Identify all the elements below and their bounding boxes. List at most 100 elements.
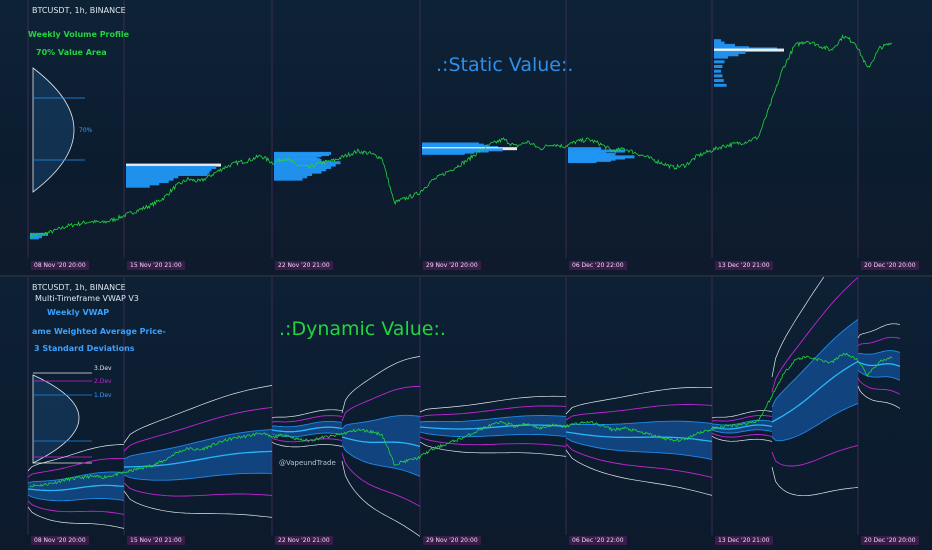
volume-profile-bar xyxy=(126,165,217,169)
dev3-lower-line xyxy=(341,460,421,537)
vwap-line xyxy=(419,424,567,430)
indicator-name: Multi-Timeframe VWAP V3 xyxy=(35,294,139,303)
volume-profile-bar xyxy=(274,154,322,158)
symbol-label: BTCUSDT, 1h, BINANCE xyxy=(32,6,126,15)
volume-profile-bar xyxy=(126,182,160,186)
volume-profile-bar xyxy=(274,161,341,165)
dev1-upper-line xyxy=(857,350,901,355)
dev2-upper-line xyxy=(341,385,421,422)
vwap-line xyxy=(271,426,343,433)
dev1-upper-line xyxy=(565,420,713,427)
symbol-label: BTCUSDT, 1h, BINANCE xyxy=(32,283,126,292)
distribution-curve xyxy=(32,374,80,464)
time-axis-label: 06 Dec '20 22:00 xyxy=(569,536,627,545)
dev2-lower-line xyxy=(123,482,273,497)
vwap-title: Weekly VWAP xyxy=(47,308,110,317)
volume-profile-bar xyxy=(714,39,721,43)
volume-profile-bar xyxy=(714,83,727,87)
volume-profile-bar xyxy=(714,79,724,83)
dev1-upper-line xyxy=(27,471,125,484)
volume-profile-bar xyxy=(714,69,721,73)
volume-profile-bar xyxy=(714,50,746,54)
dev3-upper-line xyxy=(857,323,901,339)
dev1-upper-line xyxy=(341,414,421,430)
dev3-lower-line xyxy=(711,435,773,442)
volume-profile-bar xyxy=(126,177,174,181)
dev3-upper-line xyxy=(341,356,421,414)
time-axis-label: 08 Nov '20 20:00 xyxy=(31,536,89,545)
vwap-line xyxy=(27,484,125,492)
dev1-band xyxy=(858,350,900,381)
price-line xyxy=(29,352,893,488)
volume-profile-bar xyxy=(714,55,728,59)
dev2-upper-line xyxy=(857,336,901,347)
dev1-band xyxy=(124,429,272,481)
dev3-label: 3.Dev xyxy=(94,365,112,372)
dev1-upper-line xyxy=(272,420,343,428)
dev3-lower-line xyxy=(771,466,859,497)
dev2-upper-line xyxy=(565,404,713,421)
dev2-lower-line xyxy=(771,444,859,467)
volume-profile-bar xyxy=(714,48,784,52)
dev3-upper-line xyxy=(771,277,825,378)
dev3-upper-line xyxy=(271,409,343,419)
dev2-lower-line xyxy=(419,436,567,447)
volume-profile-bar xyxy=(714,65,723,68)
dev2-lower-line xyxy=(565,443,713,478)
volume-profile-bar xyxy=(126,184,150,188)
time-axis-label: 06 Dec '20 22:00 xyxy=(569,261,627,270)
dev2-upper-line xyxy=(123,406,273,452)
dev1-band xyxy=(420,415,566,437)
volume-profile-bar xyxy=(274,175,308,179)
vwap-line xyxy=(857,361,901,368)
volume-profile-bar xyxy=(30,236,39,240)
volume-profile-bar xyxy=(126,168,212,172)
time-axis-label: 20 Dec '20 20:00 xyxy=(861,261,919,270)
dynamic-chart-canvas[interactable] xyxy=(0,277,932,550)
dynamic-chart-panel[interactable]: BTCUSDT, 1h, BINANCE Multi-Timeframe VWA… xyxy=(0,277,932,550)
indicator-subtitle: 70% Value Area xyxy=(36,48,107,57)
dev2-lower-line xyxy=(27,500,125,515)
volume-profile-bar xyxy=(126,175,179,179)
vwap-line xyxy=(711,424,773,430)
price-line xyxy=(29,34,893,238)
volume-profile-bar xyxy=(274,165,331,169)
dev1-band xyxy=(272,421,342,437)
panel-separator[interactable] xyxy=(0,275,932,277)
vwap-subtitle: ame Weighted Average Price- xyxy=(32,327,166,336)
dynamic-value-heading: .:Dynamic Value:. xyxy=(279,318,446,340)
volume-profile-bar xyxy=(714,41,725,45)
value-area-label: 70% xyxy=(79,127,93,134)
dev1-band xyxy=(342,415,420,477)
time-axis-label: 29 Nov '20 20:00 xyxy=(423,261,481,270)
volume-profile-bar xyxy=(714,74,723,78)
volume-profile-bar xyxy=(422,151,465,155)
indicator-title: Weekly Volume Profile xyxy=(28,30,130,39)
volume-profile-bar xyxy=(274,170,322,174)
dev1-upper-line xyxy=(123,428,273,460)
dev1-band xyxy=(28,472,124,501)
time-axis-label: 13 Dec '20 21:00 xyxy=(715,536,773,545)
dev1-lower-line xyxy=(341,444,421,477)
time-axis-label: 15 Nov '20 21:00 xyxy=(127,261,185,270)
dev1-lower-line xyxy=(771,402,859,442)
dev1-band xyxy=(772,319,858,441)
static-chart-panel[interactable]: BTCUSDT, 1h, BINANCE Weekly Volume Profi… xyxy=(0,0,932,275)
volume-profile-bar xyxy=(568,160,597,164)
dev2-upper-line xyxy=(771,277,859,393)
dev3-lower-line xyxy=(419,441,567,457)
volume-profile-bar xyxy=(126,170,210,174)
dev1-label: 1.Dev xyxy=(94,392,112,399)
time-axis-label: 13 Dec '20 21:00 xyxy=(715,261,773,270)
volume-profile-bar xyxy=(568,147,602,151)
dev3-lower-line xyxy=(123,490,273,518)
dev1-upper-line xyxy=(711,419,773,426)
volume-profile-bar xyxy=(126,163,221,167)
volume-profile-bar xyxy=(274,158,322,162)
dev1-lower-line xyxy=(711,429,773,434)
static-chart-canvas[interactable] xyxy=(0,0,932,275)
volume-profile-bar xyxy=(274,172,312,176)
dev1-lower-line xyxy=(27,494,125,502)
dev3-upper-line xyxy=(711,410,773,419)
volume-profile-bar xyxy=(714,53,739,57)
